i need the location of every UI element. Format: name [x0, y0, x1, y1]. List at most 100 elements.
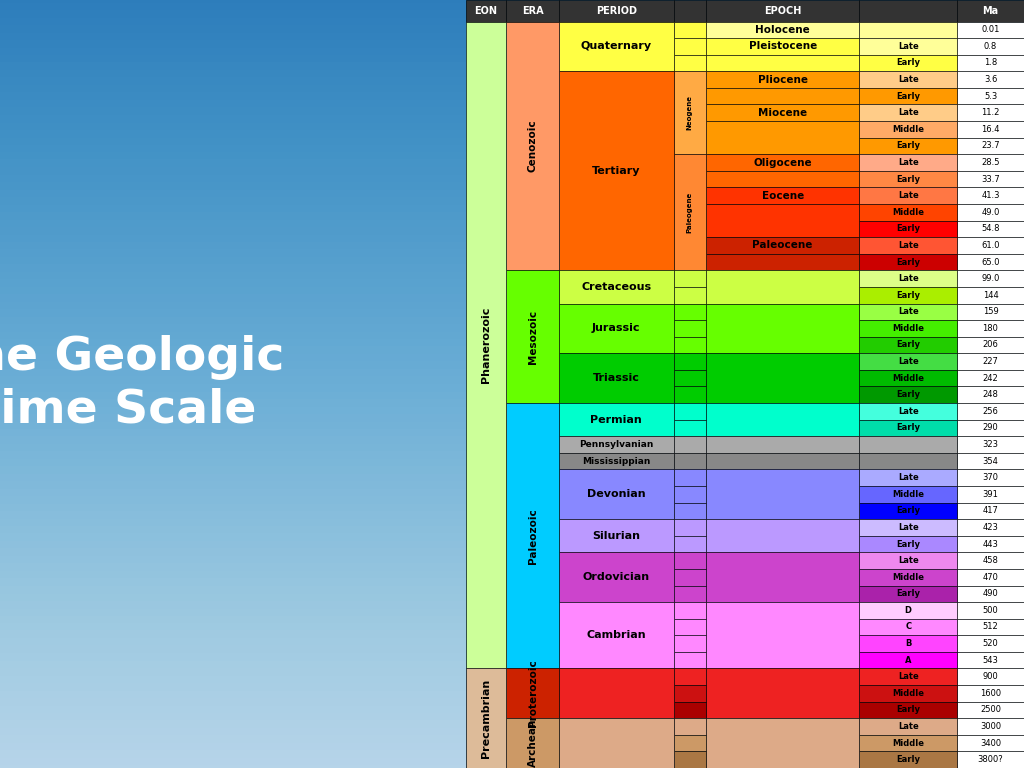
Text: 28.5: 28.5: [981, 158, 999, 167]
Text: Phanerozoic: Phanerozoic: [481, 306, 492, 383]
Text: 180: 180: [983, 324, 998, 333]
Bar: [706, 55, 859, 71]
Bar: [674, 403, 706, 419]
Text: Early: Early: [896, 91, 921, 101]
Bar: [957, 121, 1024, 137]
Bar: [674, 0, 706, 22]
Bar: [957, 635, 1024, 652]
Text: Triassic: Triassic: [593, 373, 640, 383]
Bar: [559, 403, 674, 436]
Text: C: C: [905, 623, 911, 631]
Text: 99.0: 99.0: [981, 274, 999, 283]
Bar: [559, 436, 674, 453]
Text: 520: 520: [983, 639, 998, 648]
Bar: [957, 702, 1024, 718]
Bar: [957, 652, 1024, 668]
Bar: [957, 22, 1024, 38]
Text: 543: 543: [983, 656, 998, 664]
Bar: [674, 486, 706, 502]
Bar: [506, 0, 559, 22]
Bar: [957, 602, 1024, 619]
Bar: [674, 585, 706, 602]
Bar: [706, 22, 859, 38]
Text: Late: Late: [898, 191, 919, 200]
Bar: [674, 502, 706, 519]
Text: 65.0: 65.0: [981, 257, 999, 266]
Bar: [859, 287, 957, 303]
Text: 500: 500: [983, 606, 998, 615]
Bar: [674, 536, 706, 552]
Bar: [859, 652, 957, 668]
Bar: [674, 635, 706, 652]
Bar: [706, 270, 859, 303]
Text: 248: 248: [983, 390, 998, 399]
Bar: [957, 502, 1024, 519]
Text: 11.2: 11.2: [981, 108, 999, 118]
Bar: [859, 71, 957, 88]
Text: Early: Early: [896, 755, 921, 764]
Text: Early: Early: [896, 340, 921, 349]
Text: 458: 458: [983, 556, 998, 565]
Text: Paleocene: Paleocene: [753, 240, 813, 250]
Text: Paleogene: Paleogene: [687, 192, 692, 233]
Text: Middle: Middle: [892, 125, 925, 134]
Bar: [674, 652, 706, 668]
Bar: [957, 552, 1024, 569]
Text: 323: 323: [982, 440, 998, 449]
Bar: [706, 88, 859, 104]
Text: Pennsylvanian: Pennsylvanian: [580, 440, 653, 449]
Bar: [859, 303, 957, 320]
Bar: [706, 718, 859, 768]
Bar: [674, 419, 706, 436]
Bar: [957, 270, 1024, 287]
Bar: [957, 436, 1024, 453]
Bar: [674, 270, 706, 287]
Bar: [957, 569, 1024, 585]
Bar: [559, 519, 674, 552]
Bar: [859, 55, 957, 71]
Bar: [674, 519, 706, 536]
Bar: [674, 336, 706, 353]
Text: Early: Early: [896, 390, 921, 399]
Bar: [674, 685, 706, 702]
Bar: [674, 702, 706, 718]
Text: Proterozoic: Proterozoic: [527, 660, 538, 727]
Bar: [859, 137, 957, 154]
Bar: [859, 635, 957, 652]
Bar: [859, 187, 957, 204]
Text: 3400: 3400: [980, 739, 1001, 747]
Text: Pleistocene: Pleistocene: [749, 41, 817, 51]
Bar: [859, 386, 957, 403]
Text: Archean: Archean: [527, 719, 538, 767]
Bar: [957, 287, 1024, 303]
Text: Early: Early: [896, 257, 921, 266]
Bar: [506, 403, 559, 668]
Bar: [957, 486, 1024, 502]
Text: D: D: [904, 606, 911, 615]
Bar: [674, 619, 706, 635]
Text: 16.4: 16.4: [981, 125, 999, 134]
Bar: [706, 403, 859, 436]
Text: Middle: Middle: [892, 374, 925, 382]
Bar: [674, 38, 706, 55]
Text: Pliocene: Pliocene: [758, 74, 808, 84]
Bar: [559, 469, 674, 519]
Bar: [957, 619, 1024, 635]
Text: Quaternary: Quaternary: [581, 41, 652, 51]
Bar: [674, 569, 706, 585]
Bar: [957, 71, 1024, 88]
Bar: [506, 668, 559, 718]
Bar: [957, 187, 1024, 204]
Bar: [466, 0, 506, 22]
Bar: [859, 685, 957, 702]
Bar: [957, 353, 1024, 370]
Bar: [859, 104, 957, 121]
Bar: [859, 469, 957, 486]
Text: Cenozoic: Cenozoic: [527, 120, 538, 172]
Bar: [859, 320, 957, 336]
Bar: [674, 386, 706, 403]
Text: Paleozoic: Paleozoic: [527, 508, 538, 564]
Bar: [859, 237, 957, 253]
Bar: [957, 585, 1024, 602]
Bar: [957, 668, 1024, 685]
